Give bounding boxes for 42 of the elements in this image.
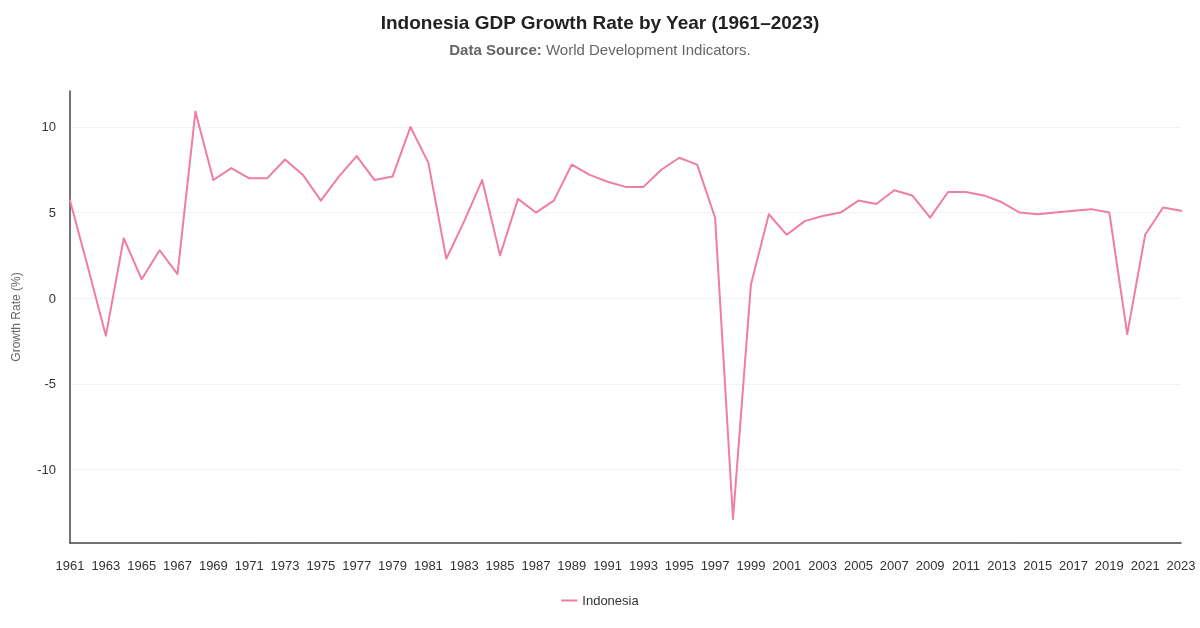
x-tick-label: 1965 — [127, 558, 157, 573]
x-tick-label: 2017 — [1059, 558, 1088, 573]
x-tick-label: 1997 — [700, 558, 730, 573]
x-tick-label: 1985 — [485, 558, 515, 573]
x-tick-label: 1973 — [270, 558, 300, 573]
y-tick-label: 0 — [48, 290, 56, 306]
x-tick-label: 2019 — [1094, 558, 1124, 573]
x-tick-label: 2009 — [915, 558, 945, 573]
x-tick-label: 1987 — [521, 558, 551, 573]
x-tick-label: 1999 — [736, 558, 766, 573]
x-tick-label: 1969 — [198, 558, 228, 573]
x-tick-label: 1977 — [342, 558, 372, 573]
x-tick-label: 1975 — [306, 558, 336, 573]
x-tick-label: 2023 — [1166, 558, 1196, 573]
y-tick-label: -10 — [37, 461, 56, 477]
x-tick-label: 2013 — [987, 558, 1017, 573]
x-tick-label: 1991 — [593, 558, 623, 573]
x-tick-label: 1967 — [163, 558, 192, 573]
line-series — [69, 110, 1182, 521]
x-tick-label: 1971 — [234, 558, 264, 573]
chart-title: Indonesia GDP Growth Rate by Year (1961–2023) — [380, 12, 820, 33]
x-tick-label: 2005 — [843, 558, 873, 573]
legend-label: Indonesia — [582, 593, 640, 608]
x-tick-label: 1995 — [664, 558, 694, 573]
x-tick-label: 1961 — [55, 558, 85, 573]
x-tick-label: 2015 — [1023, 558, 1053, 573]
x-tick-label: 2007 — [879, 558, 909, 573]
x-tick-label: 1989 — [557, 558, 587, 573]
x-tick-label: 1979 — [378, 558, 408, 573]
x-tick-label: 1993 — [628, 558, 658, 573]
x-tick-label: 1963 — [91, 558, 121, 573]
y-tick-label: 10 — [41, 119, 56, 135]
x-tick-label: 2003 — [808, 558, 838, 573]
x-tick-label: 1981 — [413, 558, 443, 573]
x-tick-label: 1983 — [449, 558, 479, 573]
y-tick-label: -5 — [44, 376, 56, 392]
chart-subtitle: Data Source: World Development Indicators. — [449, 41, 751, 58]
x-tick-label: 2021 — [1130, 558, 1160, 573]
x-tick-label: 2011 — [951, 558, 980, 573]
y-tick-label: 5 — [48, 205, 56, 221]
x-tick-label: 2001 — [772, 558, 802, 573]
y-axis-title: Growth Rate (%) — [9, 272, 23, 362]
